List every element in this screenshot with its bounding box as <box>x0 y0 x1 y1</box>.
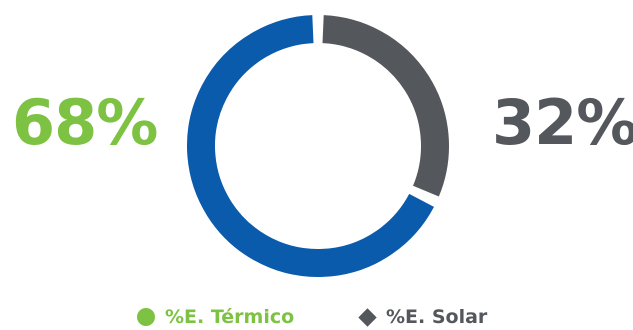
legend-item-termico: %E. Térmico <box>137 305 294 329</box>
legend-label-termico: %E. Térmico <box>165 306 295 328</box>
donut-slices <box>187 15 449 277</box>
legend-label-solar: %E. Solar <box>386 306 488 328</box>
percentage-label-solar: 32% <box>492 86 633 159</box>
legend-diamond-icon <box>357 307 377 327</box>
chart-legend: %E. Térmico %E. Solar <box>0 305 633 329</box>
percentage-label-termico: 68% <box>12 86 158 159</box>
legend-item-solar: %E. Solar <box>357 305 488 329</box>
legend-circle-icon <box>137 308 155 326</box>
donut-slice-termico <box>187 15 434 277</box>
donut-slice-solar <box>322 15 449 197</box>
